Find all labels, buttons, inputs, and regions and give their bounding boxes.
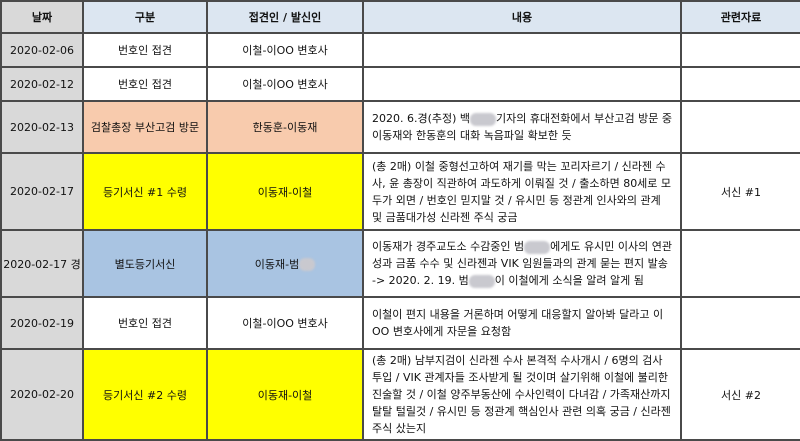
content-text: 에게도 유시민 이사의 연관성과 금품 수수 및 신라젠과 VIK 임원들과의 … xyxy=(372,240,672,287)
date-cell: 2020-02-17 xyxy=(0,152,84,231)
date-cell: 2020-02-17 경 xyxy=(0,229,84,298)
type-cell: 번호인 접견 xyxy=(82,66,208,102)
content-cell: 이철이 편지 내용을 거론하며 어떻게 대응할지 알아봐 달라고 이OO 변호사… xyxy=(362,296,682,350)
person-cell: 이철-이OO 변호사 xyxy=(206,32,364,68)
content-text: 이동재가 경주교도소 수감중인 범 xyxy=(372,240,525,253)
ref-cell xyxy=(680,32,800,68)
type-cell: 번호인 접견 xyxy=(82,296,208,350)
redacted-name xyxy=(470,112,497,126)
ref-cell xyxy=(680,296,800,350)
person-text: 이동재-범 xyxy=(254,257,300,271)
header-row: 날짜 구분 접견인 / 발신인 내용 관련자료 xyxy=(0,0,800,34)
header-ref: 관련자료 xyxy=(680,0,800,34)
ref-cell xyxy=(680,229,800,298)
redacted-name xyxy=(468,274,495,288)
content-cell: (총 2매) 남부지검이 신라젠 수사 본격적 수사개시 / 6명의 검사 투입… xyxy=(362,348,682,441)
date-cell: 2020-02-06 xyxy=(0,32,84,68)
type-cell: 등기서신 #2 수령 xyxy=(82,348,208,441)
table-row: 2020-02-19 번호인 접견 이철-이OO 변호사 이철이 편지 내용을 … xyxy=(0,296,800,350)
person-cell: 이동재-이철 xyxy=(206,348,364,441)
person-cell: 이동재-이철 xyxy=(206,152,364,231)
redacted-name xyxy=(524,240,551,254)
type-cell: 등기서신 #1 수령 xyxy=(82,152,208,231)
header-person: 접견인 / 발신인 xyxy=(206,0,364,34)
content-text: 기자의 휴대전화에서 부산고검 방문 중 이동재와 한동훈의 대화 녹음파일 확… xyxy=(372,112,672,142)
ref-cell: 서신 #1 xyxy=(680,152,800,231)
table-row: 2020-02-20 등기서신 #2 수령 이동재-이철 (총 2매) 남부지검… xyxy=(0,348,800,441)
date-cell: 2020-02-13 xyxy=(0,100,84,154)
content-cell: 이동재가 경주교도소 수감중인 범 에게도 유시민 이사의 연관성과 금품 수수 … xyxy=(362,229,682,298)
content-text: 2020. 6.경(추정) 백 xyxy=(372,112,471,125)
person-cell: 이철-이OO 변호사 xyxy=(206,296,364,350)
date-cell: 2020-02-19 xyxy=(0,296,84,350)
header-date: 날짜 xyxy=(0,0,84,34)
content-cell: 2020. 6.경(추정) 백 기자의 휴대전화에서 부산고검 방문 중 이동재와… xyxy=(362,100,682,154)
type-cell: 검찰총장 부산고검 방문 xyxy=(82,100,208,154)
ref-cell xyxy=(680,100,800,154)
header-content: 내용 xyxy=(362,0,682,34)
redacted-name xyxy=(299,258,316,271)
content-text: 이 이철에게 소식을 알려 알게 됨 xyxy=(494,274,644,287)
person-cell: 이동재-범 xyxy=(206,229,364,298)
content-cell: (총 2매) 이철 중형선고하여 재기를 막는 꼬리자르기 / 신라젠 수사, … xyxy=(362,152,682,231)
table-row: 2020-02-17 경 별도등기서신 이동재-범 이동재가 경주교도소 수감중… xyxy=(0,229,800,298)
person-cell: 이철-이OO 변호사 xyxy=(206,66,364,102)
content-cell xyxy=(362,32,682,68)
type-cell: 별도등기서신 xyxy=(82,229,208,298)
person-cell: 한동훈-이동재 xyxy=(206,100,364,154)
table-row: 2020-02-13 검찰총장 부산고검 방문 한동훈-이동재 2020. 6.… xyxy=(0,100,800,154)
content-cell xyxy=(362,66,682,102)
table-row: 2020-02-12 번호인 접견 이철-이OO 변호사 xyxy=(0,66,800,102)
table-row: 2020-02-17 등기서신 #1 수령 이동재-이철 (총 2매) 이철 중… xyxy=(0,152,800,231)
ref-cell xyxy=(680,66,800,102)
type-cell: 번호인 접견 xyxy=(82,32,208,68)
header-type: 구분 xyxy=(82,0,208,34)
date-cell: 2020-02-12 xyxy=(0,66,84,102)
table-row: 2020-02-06 번호인 접견 이철-이OO 변호사 xyxy=(0,32,800,68)
ref-cell: 서신 #2 xyxy=(680,348,800,441)
date-cell: 2020-02-20 xyxy=(0,348,84,441)
